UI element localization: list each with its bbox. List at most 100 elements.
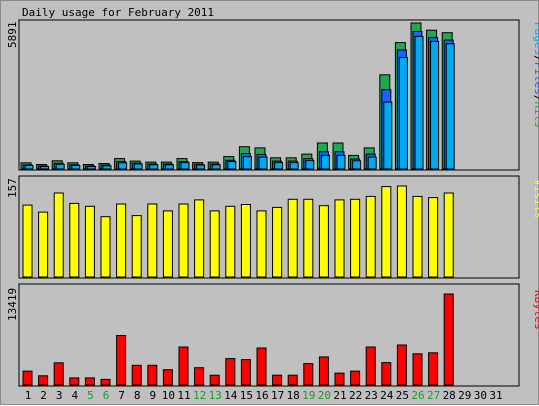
day-label-10: 10: [162, 389, 175, 402]
bar-visits-day-6: [100, 216, 111, 278]
bar-visits-day-22: [350, 198, 361, 278]
bar-pages-day-5: [86, 166, 96, 170]
bar-kbytes-day-19: [303, 363, 314, 386]
panel-visits-legend: Visits: [532, 179, 539, 219]
bar-pages-day-19: [305, 160, 315, 170]
day-label-7: 7: [118, 389, 125, 402]
day-label-29: 29: [458, 389, 471, 402]
bar-kbytes-day-20: [318, 356, 329, 386]
bar-pages-day-12: [196, 164, 206, 170]
bar-kbytes-day-17: [272, 374, 283, 386]
day-label-23: 23: [365, 389, 378, 402]
day-label-18: 18: [287, 389, 300, 402]
bar-kbytes-day-11: [178, 346, 189, 386]
day-label-31: 31: [489, 389, 502, 402]
bar-pages-day-2: [40, 166, 50, 170]
day-label-4: 4: [71, 389, 78, 402]
bar-kbytes-day-15: [240, 359, 251, 386]
day-label-25: 25: [396, 389, 409, 402]
bar-pages-day-26: [414, 35, 424, 170]
bar-visits-day-21: [334, 199, 345, 278]
bar-visits-day-24: [381, 186, 392, 278]
legend-hits-files-pages-3: /: [532, 95, 539, 102]
panel-hits-legend: Pages/Files/Hits: [532, 22, 539, 128]
day-label-8: 8: [134, 389, 141, 402]
bar-kbytes-day-3: [53, 362, 64, 386]
bar-visits-day-11: [178, 203, 189, 278]
bar-pages-day-4: [71, 165, 81, 170]
panel-kbytes-ymax-label: 13419: [6, 288, 19, 321]
day-label-21: 21: [333, 389, 346, 402]
bar-pages-day-18: [289, 162, 299, 170]
bar-visits-day-10: [162, 210, 173, 278]
bar-visits-day-2: [38, 211, 49, 278]
bar-visits-day-1: [22, 204, 33, 278]
bar-kbytes-day-16: [256, 347, 267, 386]
panel-hits-bars: [20, 22, 455, 170]
bar-visits-day-14: [225, 205, 236, 278]
bar-pages-day-27: [430, 40, 440, 170]
bar-pages-day-1: [24, 165, 34, 170]
legend-hits-files-pages-1: /: [532, 55, 539, 62]
chart-title: Daily usage for February 2011: [22, 6, 214, 19]
day-label-12: 12: [193, 389, 206, 402]
bar-kbytes-day-10: [162, 369, 173, 386]
day-label-14: 14: [224, 389, 238, 402]
bar-visits-day-7: [116, 203, 127, 278]
bar-visits-day-16: [256, 210, 267, 278]
bar-pages-day-9: [149, 164, 159, 170]
panel-visits-bars: [22, 185, 454, 278]
bar-visits-day-9: [147, 203, 158, 278]
day-label-2: 2: [40, 389, 47, 402]
bar-visits-day-4: [69, 202, 80, 278]
bar-pages-day-24: [383, 101, 393, 170]
day-label-27: 27: [427, 389, 440, 402]
bar-pages-day-16: [258, 156, 268, 170]
bar-pages-day-6: [102, 165, 112, 170]
bar-pages-day-10: [164, 164, 174, 170]
bar-kbytes-day-4: [69, 377, 80, 386]
bar-kbytes-day-25: [396, 344, 407, 386]
day-label-19: 19: [302, 389, 315, 402]
day-label-28: 28: [443, 389, 456, 402]
panel-kbytes-bars: [22, 293, 454, 386]
bar-kbytes-day-21: [334, 372, 345, 386]
bar-pages-day-13: [211, 164, 221, 170]
bar-kbytes-day-2: [38, 375, 49, 386]
day-label-20: 20: [318, 389, 331, 402]
bar-visits-day-20: [318, 205, 329, 278]
bar-kbytes-day-22: [350, 370, 361, 386]
bar-pages-day-21: [336, 154, 346, 170]
bar-pages-day-17: [274, 162, 284, 170]
bar-visits-day-27: [428, 197, 439, 278]
bar-kbytes-day-23: [365, 346, 376, 386]
panel-hits-ymax-label: 5891: [6, 22, 19, 49]
bar-kbytes-day-28: [443, 293, 454, 386]
bar-kbytes-day-18: [287, 374, 298, 386]
bar-visits-day-18: [287, 198, 298, 278]
legend-hits-files-pages-4: Hits: [532, 102, 539, 129]
day-label-13: 13: [209, 389, 222, 402]
legend-hits-files-pages-0: Pages: [532, 22, 539, 55]
panel-kbytes-legend: KBytes: [532, 290, 539, 330]
bar-visits-day-15: [240, 204, 251, 278]
day-label-5: 5: [87, 389, 94, 402]
day-label-24: 24: [380, 389, 394, 402]
bar-kbytes-day-13: [209, 374, 220, 386]
bar-visits-day-17: [272, 206, 283, 278]
day-label-30: 30: [474, 389, 487, 402]
day-label-22: 22: [349, 389, 362, 402]
bar-kbytes-day-6: [100, 378, 111, 386]
bar-kbytes-day-5: [84, 377, 95, 386]
bar-kbytes-day-14: [225, 358, 236, 386]
panel-visits-ymax-label: 157: [6, 178, 19, 198]
day-label-16: 16: [255, 389, 268, 402]
bar-kbytes-day-27: [428, 352, 439, 386]
legend-visits-0: Visits: [532, 179, 539, 219]
bar-pages-day-14: [227, 161, 237, 170]
bar-kbytes-day-24: [381, 362, 392, 386]
day-label-15: 15: [240, 389, 253, 402]
day-label-3: 3: [56, 389, 63, 402]
